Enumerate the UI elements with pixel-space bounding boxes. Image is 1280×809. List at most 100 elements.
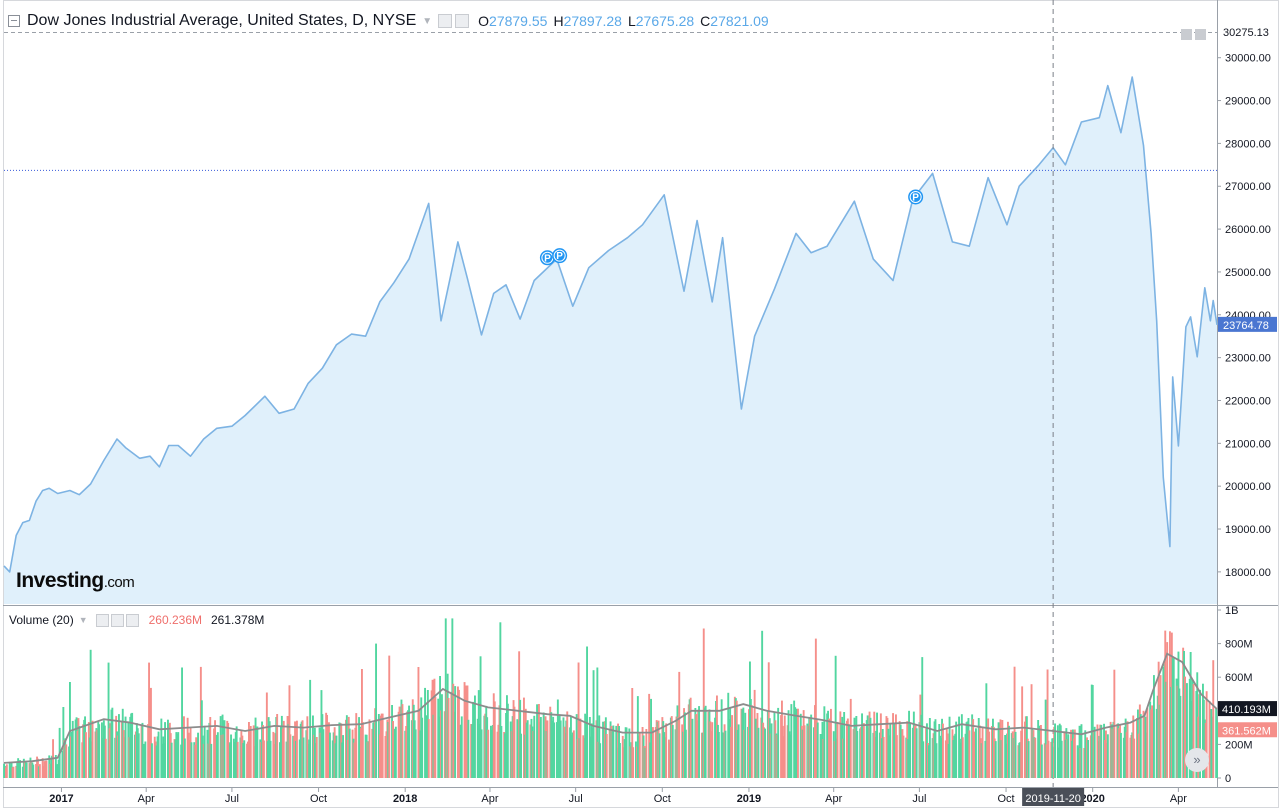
low-label: L [627, 13, 636, 29]
gear-icon[interactable] [110, 613, 124, 627]
chevron-down-icon[interactable]: ▼ [422, 15, 433, 27]
volume-bar [641, 727, 644, 778]
eye-icon[interactable] [95, 613, 109, 627]
volume-bar [576, 738, 579, 778]
p-marker-icon[interactable]: P [908, 189, 924, 205]
volume-bar [441, 694, 443, 778]
volume-bar [233, 741, 236, 778]
volume-bar [1113, 669, 1116, 778]
volume-pane[interactable] [3, 618, 1218, 778]
volume-bar [895, 735, 898, 778]
volume-bar [1039, 725, 1041, 778]
volume-bar [803, 725, 806, 778]
volume-bar [247, 741, 249, 778]
volume-bar [724, 730, 727, 778]
volume-bar [848, 724, 851, 778]
chevron-down-icon[interactable]: ▼ [78, 615, 88, 625]
last-price-tag-text: 23764.78 [1223, 320, 1269, 332]
volume-bar [1196, 672, 1199, 778]
volume-bar [939, 735, 942, 778]
volume-bar [901, 729, 904, 778]
volume-bar [959, 742, 962, 778]
volume-bar [736, 729, 739, 778]
volume-bar [720, 699, 723, 778]
volume-bar [1136, 718, 1138, 778]
volume-bar [510, 731, 513, 778]
volume-bar [777, 707, 780, 778]
volume-bar [216, 732, 219, 778]
pane-up-icon[interactable] [1181, 29, 1192, 40]
volume-bar [1185, 696, 1187, 778]
volume-bar [658, 733, 661, 778]
volume-bar [665, 723, 668, 778]
p-marker-icon[interactable]: P [539, 250, 555, 266]
volume-bar [193, 742, 196, 778]
volume-bar [997, 722, 1000, 778]
volume-bar [539, 717, 542, 778]
pane-down-icon[interactable] [1195, 29, 1206, 40]
p-marker-ring [909, 190, 922, 203]
volume-bar [1157, 661, 1160, 778]
time-tick-label: 2019 [737, 793, 761, 805]
volume-bar [116, 731, 118, 778]
volume-bar [1133, 738, 1136, 778]
volume-bar [348, 728, 351, 778]
volume-bar [553, 722, 555, 778]
volume-bar [465, 685, 468, 778]
volume-bar [479, 656, 482, 778]
price-pane[interactable]: P PP [3, 0, 1218, 787]
volume-bar [748, 709, 750, 778]
volume-bar [993, 738, 996, 778]
volume-bar [445, 691, 448, 778]
volume-bar [223, 720, 226, 778]
volume-bar [85, 732, 87, 778]
volume-bar [774, 720, 777, 778]
volume-bar [945, 728, 948, 778]
volume-bar [1021, 686, 1024, 778]
scroll-forward-button[interactable]: » [1185, 748, 1209, 772]
volume-bar [197, 732, 199, 778]
volume-bar [717, 732, 720, 778]
volume-bar [1192, 684, 1195, 778]
volume-bar [321, 714, 324, 778]
volume-bar [955, 721, 958, 778]
axes: 30000.00 29000.00 28000.00 27000.00 26000.00… [49, 24, 1277, 806]
open-value: 27879.55 [489, 13, 548, 29]
close-icon[interactable] [125, 613, 139, 627]
volume-bar [898, 721, 901, 778]
volume-bar [102, 720, 105, 778]
volume-bar [921, 657, 924, 778]
volume-bar [312, 734, 315, 778]
volume-bar [28, 763, 31, 778]
volume-bar [69, 682, 71, 778]
volume-bar [342, 735, 344, 778]
volume-bar [599, 743, 602, 778]
volume-bar [210, 743, 213, 778]
volume-bar [23, 761, 26, 778]
volume-bar [867, 727, 870, 778]
volume-bar [1058, 723, 1061, 778]
p-marker-icon[interactable]: P [552, 248, 568, 264]
volume-bar [276, 714, 279, 778]
volume-bar [452, 683, 455, 778]
volume-bar [570, 715, 572, 778]
volume-bar [137, 733, 140, 778]
volume-bar [979, 738, 982, 778]
eye-icon[interactable] [438, 14, 453, 28]
volume-bar [559, 720, 562, 778]
volume-bar [671, 724, 674, 778]
volume-bar [380, 713, 383, 778]
volume-bar [368, 719, 371, 778]
chart-grid [3, 0, 1279, 808]
volume-bar [1151, 705, 1153, 778]
gear-icon[interactable] [455, 14, 470, 28]
volume-bar [1171, 657, 1174, 778]
volume-bar [288, 685, 291, 778]
volume-bar [860, 727, 862, 778]
volume-bar [964, 733, 967, 778]
collapse-icon[interactable] [8, 15, 20, 27]
volume-bar [104, 738, 107, 778]
volume-bar [797, 708, 799, 778]
time-tick-label: 2017 [49, 793, 73, 805]
